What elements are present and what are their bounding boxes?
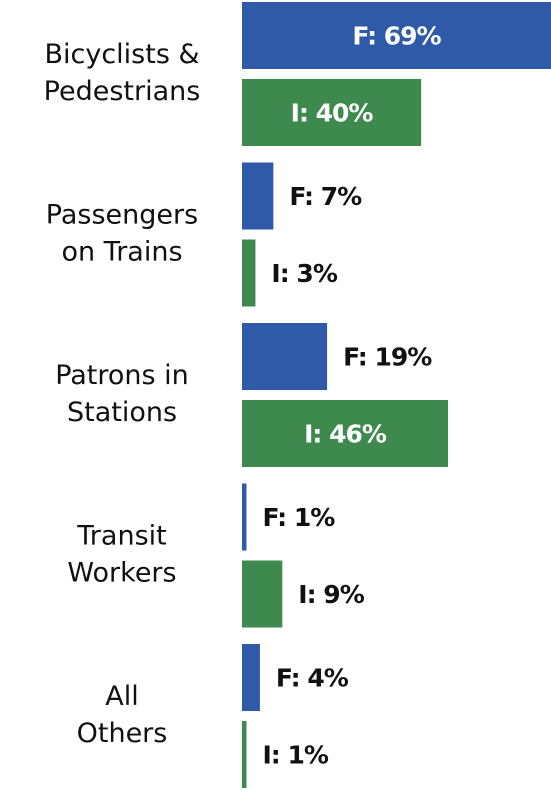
value-label: I: 40% bbox=[291, 99, 374, 128]
category-label: Transit bbox=[76, 521, 166, 552]
bar bbox=[242, 79, 422, 146]
category-label: Workers bbox=[67, 558, 176, 589]
bar bbox=[242, 721, 247, 788]
value-label: I: 9% bbox=[298, 580, 364, 609]
bar bbox=[242, 400, 448, 467]
bar bbox=[242, 560, 283, 628]
value-label: F: 4% bbox=[276, 664, 349, 693]
value-label: F: 69% bbox=[352, 22, 441, 51]
bar bbox=[242, 483, 247, 551]
category-label: on Trains bbox=[61, 237, 182, 268]
category-label: Patrons in bbox=[55, 360, 189, 391]
category-label: Passengers bbox=[46, 200, 198, 231]
bar bbox=[242, 323, 328, 390]
category-label: Others bbox=[77, 718, 168, 749]
category-label: Pedestrians bbox=[44, 76, 201, 107]
bar bbox=[242, 162, 274, 230]
category-label: Bicyclists & bbox=[44, 39, 199, 70]
category-label: Stations bbox=[67, 397, 177, 428]
value-label: F: 19% bbox=[343, 343, 432, 372]
value-label: I: 46% bbox=[304, 420, 387, 449]
value-label: I: 1% bbox=[262, 741, 328, 770]
value-label: I: 3% bbox=[271, 259, 337, 288]
value-label: F: 1% bbox=[262, 503, 335, 532]
bar bbox=[242, 2, 551, 69]
bar bbox=[242, 239, 256, 307]
value-label: F: 7% bbox=[289, 182, 362, 211]
bar bbox=[242, 644, 260, 711]
category-label: All bbox=[105, 681, 138, 712]
